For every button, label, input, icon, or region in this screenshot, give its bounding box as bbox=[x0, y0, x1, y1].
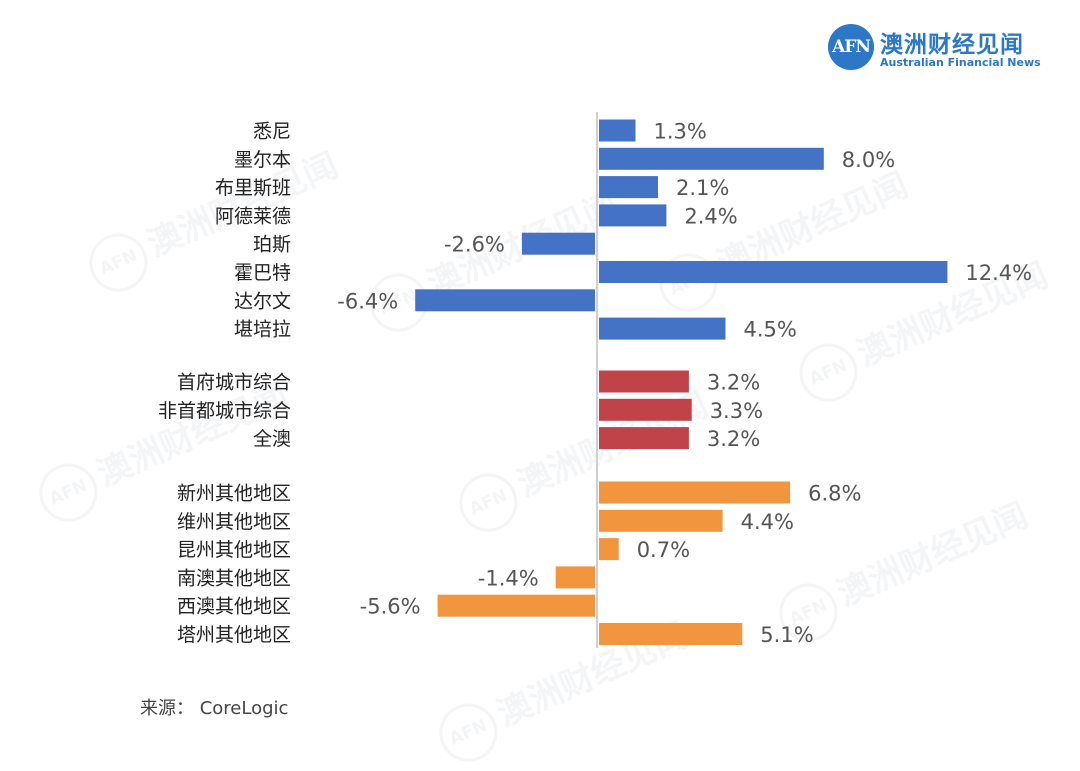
value-label: 3.3% bbox=[710, 399, 763, 423]
bar bbox=[599, 538, 619, 561]
bar bbox=[599, 509, 723, 532]
category-label: 珀斯 bbox=[253, 234, 291, 256]
category-label: 塔州其他地区 bbox=[177, 624, 291, 646]
category-label: 维州其他地区 bbox=[177, 511, 291, 533]
value-label: 2.4% bbox=[684, 204, 737, 228]
bar bbox=[555, 566, 595, 589]
bar bbox=[599, 623, 743, 645]
value-label: 2.1% bbox=[676, 176, 729, 200]
bar bbox=[415, 289, 595, 312]
value-label: 6.8% bbox=[808, 482, 861, 506]
category-label: 新州其他地区 bbox=[177, 483, 291, 505]
bar bbox=[599, 119, 636, 142]
category-label: 墨尔本 bbox=[234, 149, 291, 171]
bars-layer bbox=[415, 119, 948, 645]
value-label: 4.5% bbox=[744, 318, 797, 342]
value-label: -2.6% bbox=[444, 233, 505, 257]
category-label: 全澳 bbox=[253, 428, 291, 450]
category-label: 南澳其他地区 bbox=[177, 567, 291, 589]
value-label: 0.7% bbox=[637, 538, 690, 562]
brand-name-en: Australian Financial News bbox=[880, 56, 1041, 69]
bar bbox=[599, 176, 658, 199]
source-note: 来源： CoreLogic bbox=[140, 698, 289, 719]
category-label: 首府城市综合 bbox=[177, 372, 291, 394]
value-label: 3.2% bbox=[707, 427, 760, 451]
category-label: 昆州其他地区 bbox=[177, 539, 291, 561]
bar bbox=[599, 481, 791, 504]
value-label: 3.2% bbox=[707, 371, 760, 395]
bar bbox=[521, 232, 595, 255]
category-label: 霍巴特 bbox=[234, 262, 291, 284]
bar bbox=[599, 317, 726, 340]
value-label: 4.4% bbox=[741, 510, 794, 534]
value-label: 5.1% bbox=[760, 623, 813, 647]
bar bbox=[599, 204, 667, 227]
category-label: 西澳其他地区 bbox=[177, 596, 291, 618]
category-label: 布里斯班 bbox=[215, 177, 291, 199]
value-label: -1.4% bbox=[478, 566, 539, 590]
category-label: 堪培拉 bbox=[234, 319, 291, 341]
value-label: 1.3% bbox=[654, 120, 707, 144]
bar bbox=[437, 594, 595, 617]
category-label: 悉尼 bbox=[253, 121, 291, 143]
bar bbox=[599, 427, 689, 450]
afn-logo-icon: AFN bbox=[828, 24, 874, 70]
bar bbox=[599, 370, 689, 393]
value-label: 8.0% bbox=[842, 148, 895, 172]
brand-logo: AFN 澳洲财经见闻 Australian Financial News bbox=[828, 24, 1058, 74]
category-label: 达尔文 bbox=[234, 290, 291, 312]
bar bbox=[599, 398, 692, 421]
value-label: -5.6% bbox=[360, 595, 421, 619]
bar bbox=[599, 147, 824, 170]
brand-name-cn: 澳洲财经见闻 bbox=[880, 32, 1024, 58]
bar bbox=[599, 261, 948, 283]
category-label: 非首都城市综合 bbox=[158, 400, 291, 422]
labels-layer: 悉尼 1.3% 墨尔本 8.0% 布里斯班 2.1% 阿德莱德 2.4% 珀斯 -2.6% 霍巴特 1… bbox=[158, 120, 1032, 648]
value-label: -6.4% bbox=[337, 289, 398, 313]
value-label: 12.4% bbox=[965, 261, 1032, 285]
category-label: 阿德莱德 bbox=[215, 205, 291, 227]
